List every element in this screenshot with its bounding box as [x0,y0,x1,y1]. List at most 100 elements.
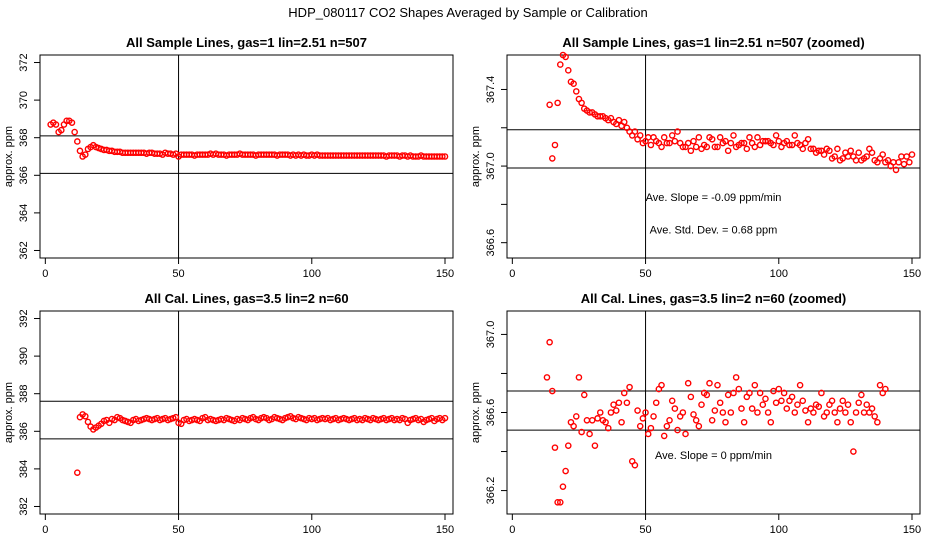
data-point [596,112,604,120]
data-point [740,139,748,147]
data-point [743,145,751,153]
annotation: Ave. Slope = -0.09 ppm/min [646,192,782,204]
data-point [796,381,804,389]
data-point [855,399,863,407]
data-point [799,145,807,153]
data-point [639,415,647,422]
data-point [708,135,716,143]
data-point [687,147,695,155]
data-point [578,428,585,436]
data-point [74,469,81,476]
x-tick-label: 0 [509,268,515,280]
data-point [716,399,724,407]
data-point [588,417,596,424]
data-point [703,391,711,399]
data-point [906,158,913,166]
data-point [554,99,561,107]
data-point [551,444,559,451]
panel-sample-lines: All Sample Lines, gas=1 lin=2.51 n=507 0 5… [3,35,454,280]
data-point [81,151,89,158]
y-tick-label: 386 [18,422,30,440]
data-point [551,141,559,149]
data-point [607,409,615,416]
y-tick-label: 367.0 [485,152,497,180]
data-point [548,387,556,395]
data-point [604,424,612,432]
data-point [679,143,687,151]
data-point [564,67,572,74]
data-point [68,119,76,126]
data-point [548,155,556,162]
chart-title: All Sample Lines, gas=1 lin=2.51 n=507 (… [562,35,864,50]
x-tick-label: 150 [903,524,921,536]
data-points [546,51,916,174]
data-point [850,448,857,455]
data-point [788,141,796,149]
data-point [695,422,703,430]
data-point [823,409,831,416]
data-point [804,135,812,143]
data-points [74,411,449,476]
data-point [674,426,681,434]
page-title: HDP_080117 CO2 Shapes Averaged by Sample… [288,5,648,20]
data-point [772,132,780,139]
data-point [570,80,577,88]
data-point [820,151,828,158]
y-tick-label: 390 [18,347,30,365]
data-point [746,134,753,141]
data-point [754,134,761,141]
data-point [682,430,689,438]
data-point [807,145,815,153]
data-point [794,401,801,408]
data-point [716,134,724,141]
y-tick-label: 392 [18,309,30,327]
data-point [826,147,833,155]
chart-title: All Cal. Lines, gas=3.5 lin=2 n=60 (zoom… [581,291,847,306]
data-point [63,117,70,125]
data-point [572,413,580,420]
data-point [556,498,564,506]
data-point [860,409,868,416]
data-point [719,409,727,416]
data-point [684,379,692,387]
data-point [636,422,644,430]
data-point [791,409,799,416]
data-point [748,405,756,412]
y-tick-label: 367.0 [485,321,497,349]
data-point [690,411,697,418]
data-point [647,141,655,149]
data-point [746,389,753,397]
data-point [770,141,777,149]
data-point [722,418,729,426]
data-point [818,389,825,397]
data-point [751,143,759,151]
data-point [852,409,860,416]
data-points [543,338,889,506]
y-tick-label: 366 [18,166,30,184]
data-point [612,407,620,414]
data-point [692,417,700,424]
data-point [690,137,697,145]
data-point [652,399,660,407]
data-point [730,389,737,397]
data-point [900,160,908,168]
data-point [81,412,89,420]
data-point [666,139,673,147]
data-point [74,138,81,145]
plot-frame [39,54,454,259]
data-point [564,442,572,449]
data-point [882,385,889,393]
data-point [810,409,817,416]
x-tick-label: 150 [436,268,454,280]
data-point [602,418,609,426]
data-point [847,418,855,426]
data-point [698,401,705,408]
data-point [775,385,783,393]
x-tick-label: 50 [172,524,184,536]
data-point [668,132,676,139]
data-point [772,399,780,407]
data-point [895,158,902,166]
data-point [663,422,671,430]
x-tick-label: 50 [639,268,651,280]
data-point [76,147,84,155]
